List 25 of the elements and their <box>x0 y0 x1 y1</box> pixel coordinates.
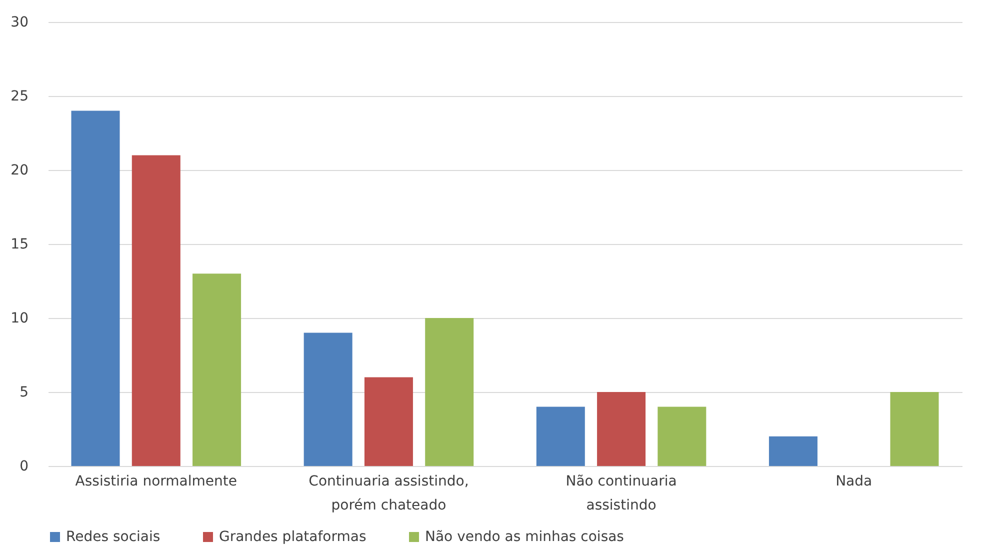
bar <box>890 392 939 466</box>
y-tick-label: 25 <box>10 88 28 104</box>
y-tick-label: 10 <box>10 310 28 326</box>
x-tick-label: Não continuaria assistindo <box>566 474 677 514</box>
bar <box>304 332 352 466</box>
y-tick-label: 15 <box>10 236 28 252</box>
x-tick-label: Nada <box>836 474 872 490</box>
x-tick-label: Continuaria assistindo, porém chateado <box>308 474 469 514</box>
bar <box>768 436 818 466</box>
bar <box>364 377 413 466</box>
legend-label: Redes sociais <box>66 529 160 545</box>
bar <box>132 155 180 466</box>
y-tick-label: 5 <box>20 384 28 400</box>
bar <box>597 392 646 466</box>
y-tick-label: 20 <box>10 162 28 178</box>
legend-label: Não vendo as minhas coisas <box>425 529 624 545</box>
bar <box>192 274 242 466</box>
bar <box>536 406 585 466</box>
bar <box>425 318 474 466</box>
x-tick-label: Assistiria normalmente <box>75 474 237 490</box>
y-tick-label: 30 <box>10 14 28 30</box>
legend-label: Grandes plataformas <box>219 529 366 545</box>
bar <box>71 110 120 466</box>
bar <box>658 406 706 466</box>
y-tick-label: 0 <box>20 458 28 474</box>
